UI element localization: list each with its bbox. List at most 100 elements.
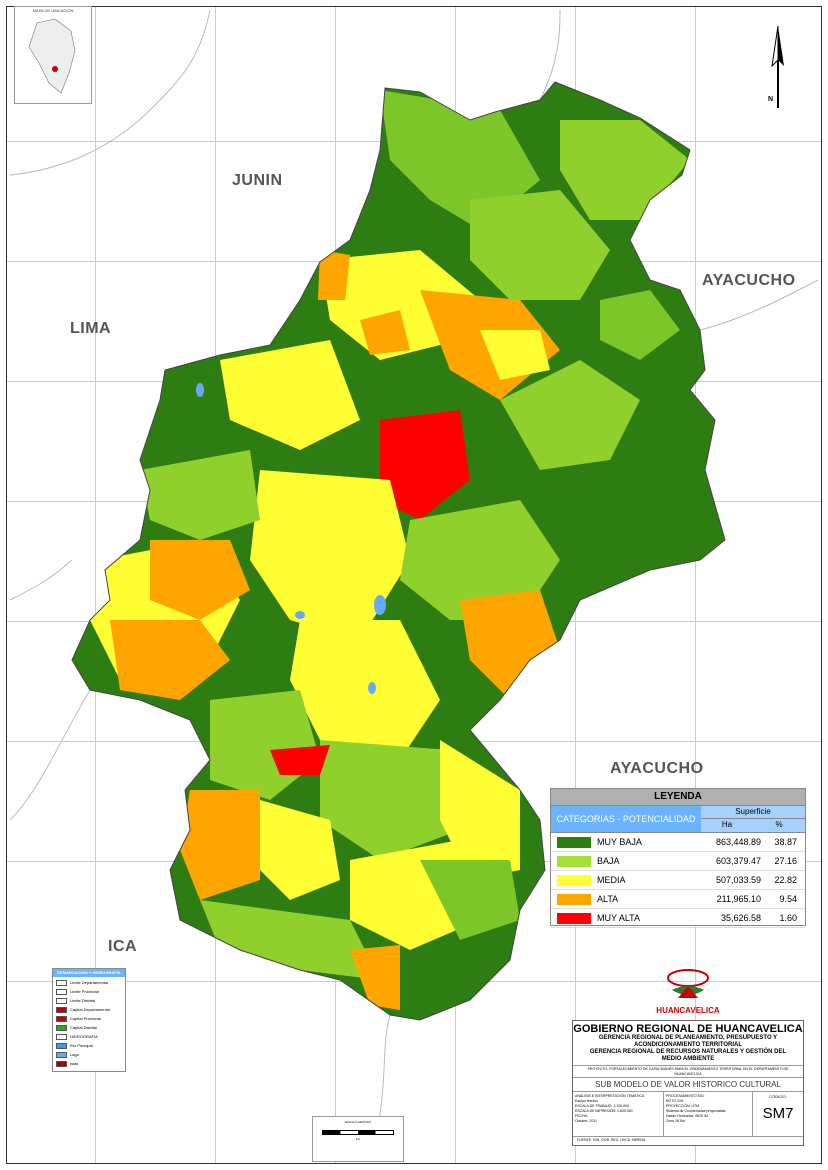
boundary-line	[9, 9, 211, 176]
legend-hectares: 507,033.59	[715, 875, 761, 885]
location-inset-map: MAPA DE UBICACIÓN	[14, 6, 92, 104]
legend-row: MEDIA 507,033.59 22.82	[551, 871, 805, 890]
legend-symbol-icon	[56, 1015, 67, 1022]
datum: Datum Horizontal: WGS 84	[666, 1114, 709, 1118]
boundaries-legend-label: Limite Departamental	[70, 980, 109, 985]
scale-bar: ESCALA GRÁFICA Km	[312, 1116, 404, 1162]
project-text: PROYECTO: FORTALECIMIENTO DE CAPACIDADES…	[573, 1065, 803, 1078]
date-value: Octubre, 2011	[575, 1119, 597, 1123]
legend-symbol-icon	[56, 1051, 67, 1058]
grid-line	[695, 7, 696, 1163]
department-boundary	[71, 81, 726, 1021]
boundary-line	[699, 279, 819, 331]
legend-percent: 22.82	[774, 875, 797, 885]
print-scale: ESCALA DE IMPRESIÓN: 1:600,000	[575, 1109, 633, 1113]
legend-symbol-icon	[56, 997, 67, 1004]
legend-category: MUY ALTA	[597, 913, 641, 923]
boundaries-legend-label: Capital Provincial	[70, 1016, 101, 1021]
zone: Zona 18 Sur	[666, 1119, 686, 1123]
region-label-junin: JUNIN	[232, 172, 283, 189]
legend-symbol-icon	[56, 1060, 67, 1067]
boundaries-legend-label: Río Principal	[70, 1043, 93, 1048]
legend-hectares: 863,448.89	[715, 837, 761, 847]
boundary-line	[539, 9, 561, 101]
analysis-label: ANÁLISIS E INTERPRETACIÓN TEMÁTICA	[575, 1094, 645, 1098]
gerencia-line-3: GERENCIA REGIONAL DE RECURSOS NATURALES …	[589, 1049, 787, 1055]
legend-swatch	[557, 912, 591, 924]
legend-category: MEDIA	[597, 875, 626, 885]
legend-category: BAJA	[597, 856, 620, 866]
boundaries-legend-item: Río Principal	[56, 1042, 122, 1049]
region-label-ayacucho-south: AYACUCHO	[610, 760, 704, 777]
region-label-ica: ICA	[108, 938, 138, 955]
boundaries-legend-item: Lago	[56, 1051, 122, 1058]
title-block: GOBIERNO REGIONAL DE HUANCAVELICA GERENC…	[572, 1020, 804, 1146]
ha-header: Ha	[721, 820, 733, 829]
inset-title: MAPA DE UBICACIÓN	[32, 8, 74, 13]
boundaries-legend-title: DEMARCACIÓN Y HIDROGRAFÍA	[53, 969, 125, 977]
boundaries-legend-label: Lago	[70, 1052, 79, 1057]
legend-symbol-icon	[56, 1024, 67, 1031]
legend-symbol-icon	[56, 1006, 67, 1013]
surface-label: Superficie	[701, 806, 805, 819]
legend-panel: LEYENDA CATEGORIAS - POTENCIALIDAD Super…	[550, 788, 806, 928]
projection: PROYECCIÓN: UTM	[666, 1104, 700, 1108]
legend-symbol-icon	[56, 1033, 67, 1040]
legend-category: MUY BAJA	[597, 837, 642, 847]
boundaries-legend-label: HIDROGRAFÍA	[70, 1034, 98, 1039]
legend-hectares: 603,379.47	[715, 856, 761, 866]
legend-symbol-icon	[56, 988, 67, 995]
legend-symbol-icon	[56, 979, 67, 986]
legend-hectares: 211,965.10	[716, 894, 761, 904]
legend-row: ALTA 211,965.10 9.54	[551, 890, 805, 909]
scale-units: Km	[355, 1137, 361, 1141]
titleblock-col-2: PROCESAMIENTO SIG: ROTG-SIG PROYECCIÓN: …	[664, 1092, 753, 1136]
boundaries-legend-label: Capital Departamental	[70, 1007, 110, 1012]
boundaries-legend-label: Islas	[70, 1061, 79, 1066]
legend-swatch	[557, 855, 591, 867]
source-label: FUENTE:	[577, 1138, 592, 1142]
gobierno-title: GOBIERNO REGIONAL DE HUANCAVELICA	[573, 1023, 803, 1035]
legend-percent: 38.87	[774, 837, 797, 847]
huancavelica-logo: HUANCAVELICA	[656, 969, 720, 1015]
north-arrow-icon	[771, 26, 784, 108]
boundaries-legend-label: Limite Distrital	[70, 998, 96, 1003]
gis-value: ROTG-SIG	[666, 1099, 684, 1103]
boundaries-legend-item: HIDROGRAFÍA	[56, 1033, 122, 1040]
region-label-ayacucho-north: AYACUCHO	[702, 272, 796, 289]
boundaries-legend-label: Limite Provincial	[70, 989, 100, 994]
legend-percent: 1.60	[779, 913, 797, 923]
scale-label: ESCALA GRÁFICA	[345, 1120, 371, 1124]
boundaries-legend-item: Capital Departamental	[56, 1006, 122, 1013]
coordinate-system: Sistema de Coordenadas proyectadas	[666, 1109, 726, 1113]
legend-percent: 9.54	[779, 894, 797, 904]
code-label: CÓDIGO:	[769, 1094, 787, 1099]
titleblock-col-1: ANÁLISIS E INTERPRETACIÓN TEMÁTICA Equip…	[573, 1092, 664, 1136]
legend-symbol-icon	[56, 1042, 67, 1049]
legend-row: MUY ALTA 35,626.58 1.60	[551, 909, 805, 928]
boundaries-legend-item: Capital Distrital	[56, 1024, 122, 1031]
boundaries-legend-item: Limite Departamental	[56, 979, 122, 986]
lake-icon	[368, 682, 376, 694]
logo-text: HUANCAVELICA	[656, 1006, 720, 1015]
boundaries-legend-item: Limite Distrital	[56, 997, 122, 1004]
legend-header: CATEGORIAS - POTENCIALIDAD Superficie Ha…	[551, 806, 805, 833]
boundary-line	[9, 689, 91, 821]
legend-surface-header: Superficie Ha %	[701, 806, 805, 832]
lake-icon	[196, 383, 204, 397]
legend-percent: 27.16	[774, 856, 797, 866]
gerencia-line-2: ACONDICIONAMIENTO TERRITORIAL	[633, 1042, 743, 1048]
date-label: FECHA:	[575, 1114, 588, 1118]
region-label-lima: LIMA	[70, 320, 112, 337]
legend-row: MUY BAJA 863,448.89 38.87	[551, 833, 805, 852]
pct-header: %	[775, 820, 783, 829]
map-code: SM7	[762, 1105, 794, 1122]
lake-icon	[374, 595, 386, 615]
source-value: IGN, GOB. REG. HVCA, INRENA	[592, 1138, 646, 1142]
legend-category-header: CATEGORIAS - POTENCIALIDAD	[551, 806, 701, 832]
titleblock-details: ANÁLISIS E INTERPRETACIÓN TEMÁTICA Equip…	[573, 1092, 803, 1136]
submodel-title: SUB MODELO DE VALOR HISTORICO CULTURAL	[573, 1078, 803, 1092]
titleblock-code-box: CÓDIGO: SM7	[753, 1092, 803, 1136]
